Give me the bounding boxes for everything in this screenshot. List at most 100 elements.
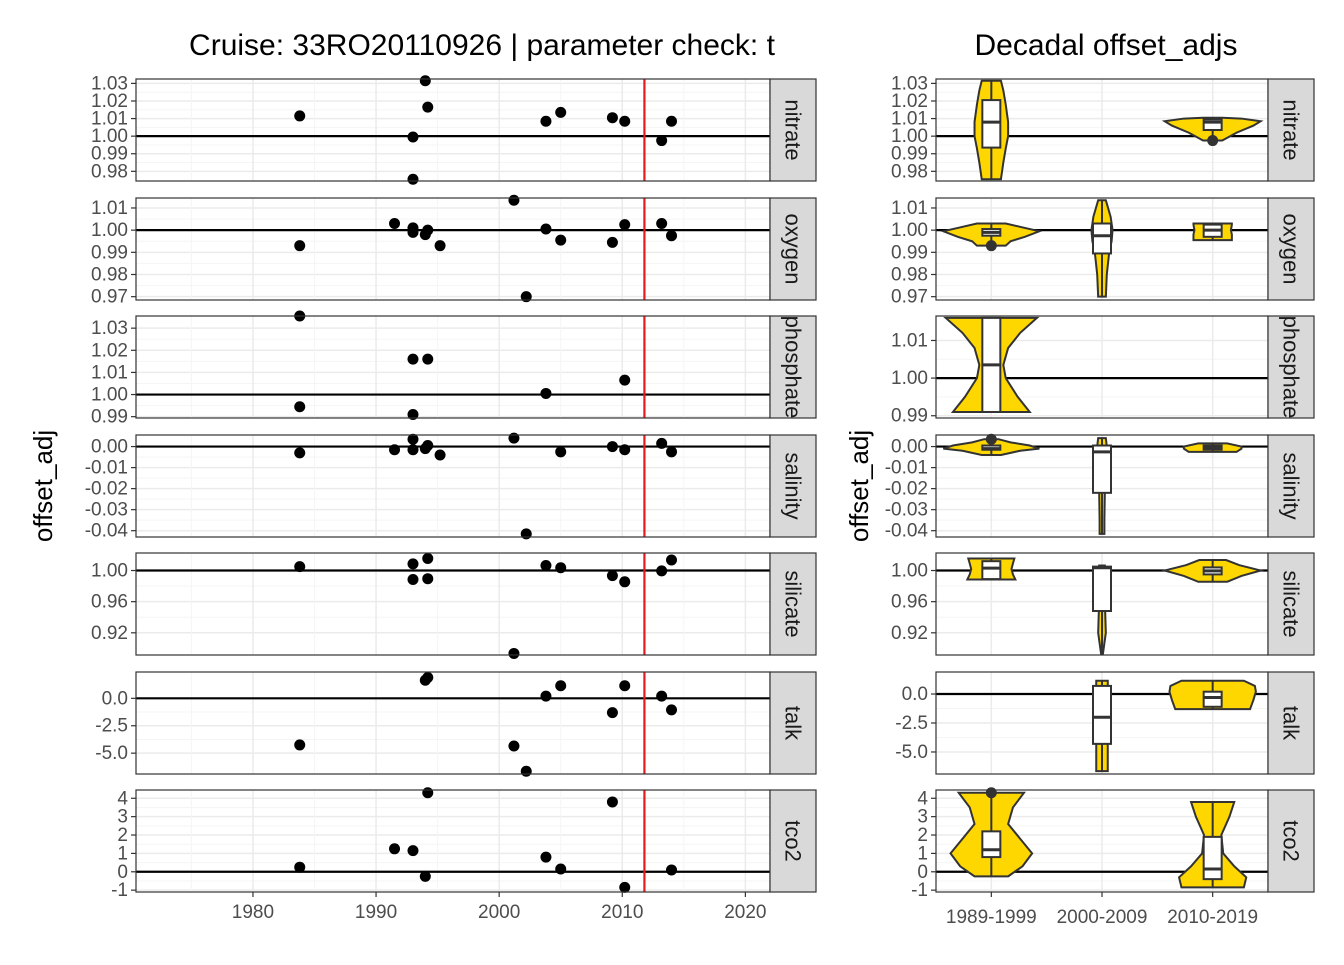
violin-y-tick-label: -5.0	[895, 742, 928, 763]
data-point-phosphate	[619, 374, 631, 386]
data-point-phosphate	[407, 353, 419, 365]
data-point-salinity	[389, 444, 401, 456]
scatter-panel-bg	[136, 198, 770, 300]
violin-y-tick-label: 0.99	[891, 242, 928, 263]
scatter-y-tick-label: -5.0	[95, 743, 128, 764]
data-point-salinity	[520, 528, 532, 540]
scatter-y-tick-label: 1.02	[91, 340, 128, 361]
scatter-y-tick-label: 1.00	[91, 561, 128, 582]
scatter-y-tick-label: 1.03	[91, 318, 128, 339]
right-y-axis-title: offset_adj	[844, 430, 874, 542]
data-point-oxygen	[606, 236, 618, 248]
violin-facet-strip	[1267, 78, 1315, 182]
scatter-facet-label: salinity	[781, 452, 806, 519]
scatter-x-tick-label: 1980	[232, 902, 274, 923]
box-nitrate-1989-1999	[981, 99, 1002, 149]
violin-y-tick-label: 1.01	[891, 109, 928, 130]
data-point-phosphate	[294, 401, 306, 413]
violin-facet-label: salinity	[1279, 452, 1304, 519]
violin-y-tick-label: 4	[917, 788, 928, 809]
data-point-tco2	[540, 851, 552, 863]
violin-y-tick-label: 0	[917, 862, 928, 883]
violin-y-tick-label: 1.03	[891, 73, 928, 94]
data-point-nitrate	[407, 131, 419, 143]
violin-facet-label: oxygen	[1279, 214, 1304, 285]
scatter-y-tick-label: 1.01	[91, 362, 128, 383]
data-point-talk	[656, 690, 668, 702]
violin-facet-label: phosphate	[1279, 316, 1304, 419]
violin-facet-label: silicate	[1279, 570, 1304, 637]
scatter-y-tick-label: 1	[117, 843, 128, 864]
data-point-nitrate	[294, 110, 306, 122]
scatter-panel-silicate: 0.92 0.96 1.00 silicate	[91, 552, 817, 659]
violin-y-tick-label: 1.01	[891, 198, 928, 219]
scatter-y-tick-label: 0.98	[91, 161, 128, 182]
data-point-tco2	[294, 861, 306, 873]
data-point-tco2	[619, 881, 631, 893]
scatter-y-tick-label: 0.98	[91, 265, 128, 286]
scatter-x-tick-label: 2000	[478, 902, 520, 923]
scatter-panel-phosphate: 0.991.001.011.021.03 phosphate	[91, 310, 817, 428]
data-point-talk	[555, 680, 567, 692]
violin-facet-strip	[1267, 315, 1315, 419]
scatter-y-tick-label: 1.03	[91, 73, 128, 94]
data-point-phosphate	[540, 387, 552, 399]
scatter-y-tick-label: 0.96	[91, 592, 128, 613]
scatter-y-tick-label: 0.0	[102, 688, 128, 709]
box-tco2-2010-2019	[1202, 835, 1223, 881]
scatter-panel-bg	[136, 790, 770, 892]
data-point-oxygen	[407, 226, 419, 238]
violin-y-tick-label: 1.02	[891, 91, 928, 112]
violin-panel-nitrate: 0.980.991.001.011.021.03 nitrate	[891, 73, 1315, 182]
scatter-facet-label: oxygen	[781, 214, 806, 285]
scatter-y-tick-label: 1.00	[91, 385, 128, 406]
data-point-silicate	[666, 554, 678, 566]
violin-y-tick-label: 0.0	[902, 684, 928, 705]
violin-x-tick-label: 2000-2009	[1057, 907, 1148, 928]
scatter-x-tick-label: 2010	[601, 902, 643, 923]
data-point-tco2	[666, 864, 678, 876]
scatter-x-tick-label: 1990	[355, 902, 397, 923]
data-point-salinity	[294, 447, 306, 459]
data-point-salinity	[619, 444, 631, 456]
data-point-oxygen	[434, 240, 446, 252]
data-point-nitrate	[619, 115, 631, 127]
violin-y-tick-label: -0.02	[885, 479, 928, 500]
scatter-y-tick-label: -0.04	[85, 521, 129, 542]
scatter-y-tick-label: -0.02	[85, 479, 128, 500]
scatter-facets: 0.980.991.001.011.021.03nitrate0.970.980…	[85, 73, 817, 923]
data-point-oxygen	[540, 223, 552, 235]
scatter-facet-strip	[769, 671, 817, 775]
data-point-silicate	[294, 561, 306, 573]
left-y-axis-title: offset_adj	[28, 430, 58, 542]
data-point-nitrate	[606, 112, 618, 124]
box-silicate-1989-1999	[981, 560, 1002, 581]
data-point-tco2	[419, 870, 431, 882]
data-point-salinity	[508, 432, 520, 444]
scatter-y-tick-label: 3	[117, 807, 128, 828]
scatter-facet-strip	[769, 552, 817, 656]
scatter-y-tick-label: 0.99	[91, 242, 128, 263]
scatter-facet-strip	[769, 78, 817, 182]
data-point-silicate	[656, 565, 668, 577]
violin-facets: 0.980.991.001.011.021.03nitrate0.970.980…	[885, 73, 1315, 928]
scatter-panel-bg	[136, 79, 770, 181]
data-point-oxygen	[555, 234, 567, 246]
scatter-y-tick-label: 0.97	[91, 287, 128, 308]
violin-y-tick-label: 1.00	[891, 561, 928, 582]
scatter-panel-oxygen: 0.970.980.991.001.01 oxygen	[91, 194, 817, 308]
scatter-facet-label: silicate	[781, 570, 806, 637]
scatter-y-tick-label: -0.03	[85, 500, 128, 521]
violin-facet-strip	[1267, 197, 1315, 301]
scatter-facet-label: phosphate	[781, 316, 806, 419]
data-point-silicate	[619, 576, 631, 588]
data-point-silicate	[606, 570, 618, 582]
violin-facet-strip	[1267, 789, 1315, 893]
scatter-facet-label: tco2	[781, 820, 806, 862]
scatter-y-tick-label: 1.00	[91, 220, 128, 241]
scatter-y-tick-label: 1.00	[91, 126, 128, 147]
data-point-talk	[422, 671, 434, 683]
violin-x-tick-label: 2010-2019	[1167, 907, 1258, 928]
